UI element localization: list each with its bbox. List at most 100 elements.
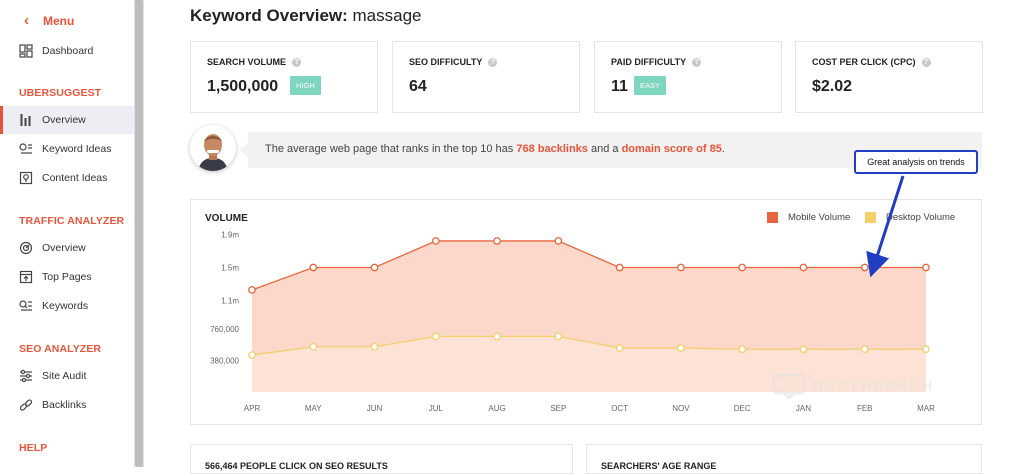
keywords-icon bbox=[18, 298, 34, 314]
y-tick-label: 1.9m bbox=[221, 230, 239, 239]
y-tick-label: 1.5m bbox=[221, 264, 239, 273]
metric-value: 11 bbox=[611, 78, 628, 95]
sidebar-item-backlinks[interactable]: Backlinks bbox=[0, 391, 134, 419]
data-point bbox=[309, 342, 318, 351]
menu-label: Menu bbox=[43, 14, 75, 28]
content-ideas-icon bbox=[18, 170, 34, 186]
metric-label: COST PER CLICK (CPC) bbox=[812, 57, 916, 67]
domain-score-highlight: domain score of 85 bbox=[621, 143, 722, 155]
metric-card-search-volume: SEARCH VOLUME? 1,500,000 HIGH bbox=[190, 41, 378, 113]
sidebar-item-content-ideas[interactable]: Content Ideas bbox=[0, 164, 134, 192]
help-icon[interactable]: ? bbox=[692, 57, 702, 67]
data-point bbox=[248, 286, 256, 294]
x-tick-label: JUN bbox=[367, 404, 383, 413]
gauge-icon bbox=[18, 240, 34, 256]
series-area-desktop bbox=[252, 336, 926, 392]
series-line-mobile bbox=[251, 240, 926, 291]
series-line-desktop bbox=[251, 335, 926, 356]
sidebar-item-label: Overview bbox=[42, 242, 86, 254]
chart-title: VOLUME bbox=[205, 213, 248, 224]
chart-icon bbox=[18, 112, 34, 128]
help-icon[interactable]: ? bbox=[921, 57, 931, 67]
sidebar-item-label: Keyword Ideas bbox=[42, 143, 112, 155]
data-point bbox=[248, 351, 256, 359]
sidebar-item-label: Site Audit bbox=[42, 370, 87, 382]
data-point bbox=[615, 263, 624, 272]
data-point bbox=[677, 344, 685, 352]
site-audit-icon bbox=[18, 368, 34, 384]
insight-text: The average web page that ranks in the t… bbox=[265, 143, 725, 155]
avatar bbox=[190, 125, 236, 171]
volume-chart-card: VOLUME Mobile Volume Desktop Volume 1.9m… bbox=[190, 199, 982, 425]
data-point bbox=[799, 345, 808, 354]
sidebar-item-label: Content Ideas bbox=[42, 172, 108, 184]
metric-card-seo-difficulty: SEO DIFFICULTY? 64 bbox=[392, 41, 580, 113]
x-tick-label: AUG bbox=[488, 404, 505, 413]
x-tick-label: DEC bbox=[734, 404, 751, 413]
legend-swatch-mobile bbox=[767, 212, 778, 223]
seo-clicks-card: 566,464 PEOPLE CLICK ON SEO RESULTS bbox=[190, 444, 573, 474]
sidebar-item-site-audit[interactable]: Site Audit bbox=[0, 362, 134, 390]
metric-value: 64 bbox=[409, 78, 427, 95]
help-icon[interactable]: ? bbox=[488, 57, 498, 67]
section-heading-seo-analyzer: SEO ANALYZER bbox=[19, 343, 102, 355]
help-icon[interactable]: ? bbox=[292, 57, 302, 67]
chevron-left-icon: ‹ bbox=[24, 12, 29, 29]
data-point bbox=[309, 263, 318, 272]
data-point bbox=[431, 332, 440, 341]
data-point bbox=[799, 263, 808, 272]
data-point bbox=[615, 344, 624, 352]
card-title: 566,464 PEOPLE CLICK ON SEO RESULTS bbox=[205, 461, 388, 471]
data-point bbox=[370, 263, 379, 272]
page-title-keyword: massage bbox=[352, 6, 422, 25]
sidebar-item-keyword-ideas[interactable]: Keyword Ideas bbox=[0, 135, 134, 163]
legend-item-mobile[interactable]: Mobile Volume bbox=[767, 212, 850, 223]
sidebar-item-label: Keywords bbox=[42, 300, 89, 312]
card-title: SEARCHERS' AGE RANGE bbox=[601, 461, 717, 471]
metric-label: PAID DIFFICULTY bbox=[611, 57, 687, 67]
data-point bbox=[922, 263, 930, 272]
metric-value: $2.02 bbox=[812, 78, 853, 95]
sidebar: ‹ Menu Dashboard UBERSUGGEST Overview Ke… bbox=[0, 0, 134, 467]
y-tick-label: 1.1m bbox=[221, 297, 239, 306]
data-point bbox=[677, 263, 685, 272]
data-point bbox=[554, 332, 563, 341]
y-tick-label: 380,000 bbox=[210, 356, 239, 365]
data-point bbox=[922, 345, 930, 354]
status-badge: HIGH bbox=[290, 76, 321, 95]
x-tick-label: SEP bbox=[550, 404, 566, 413]
annotation-arrow bbox=[866, 175, 905, 278]
menu-back-button[interactable]: ‹ Menu bbox=[24, 12, 75, 29]
sidebar-item-traffic-overview[interactable]: Overview bbox=[0, 234, 134, 262]
section-heading-help: HELP bbox=[19, 442, 48, 454]
watermark-text: ПАРТНЕРКИН bbox=[812, 377, 935, 395]
x-tick-label: JAN bbox=[796, 404, 811, 413]
x-tick-label: JUL bbox=[429, 404, 444, 413]
metric-label: SEARCH VOLUME bbox=[207, 57, 287, 67]
x-tick-label: MAY bbox=[305, 404, 322, 413]
link-icon bbox=[18, 397, 34, 413]
sidebar-item-label: Dashboard bbox=[42, 45, 94, 57]
data-point bbox=[493, 332, 501, 341]
scrollbar-thumb[interactable] bbox=[135, 0, 143, 467]
page-title-prefix: Keyword Overview: bbox=[190, 6, 348, 25]
x-tick-label: OCT bbox=[611, 404, 628, 413]
age-range-card: SEARCHERS' AGE RANGE bbox=[586, 444, 982, 474]
data-point bbox=[738, 263, 747, 272]
sidebar-item-dashboard[interactable]: Dashboard bbox=[0, 37, 134, 65]
legend-item-desktop[interactable]: Desktop Volume bbox=[865, 212, 955, 223]
data-point bbox=[431, 237, 440, 245]
section-heading-traffic-analyzer: TRAFFIC ANALYZER bbox=[19, 215, 125, 227]
sidebar-item-top-pages[interactable]: Top Pages bbox=[0, 263, 134, 291]
keyword-ideas-icon bbox=[18, 141, 34, 157]
metric-card-paid-difficulty: PAID DIFFICULTY? 11 EASY bbox=[594, 41, 782, 113]
sidebar-item-keywords[interactable]: Keywords bbox=[0, 292, 134, 320]
backlinks-highlight: 768 backlinks bbox=[516, 143, 588, 155]
sidebar-scrollbar[interactable] bbox=[134, 0, 144, 467]
sidebar-item-overview[interactable]: Overview bbox=[0, 106, 134, 134]
annotation-callout: Great analysis on trends bbox=[854, 150, 978, 174]
metric-value: 1,500,000 bbox=[207, 78, 279, 95]
x-tick-label: NOV bbox=[672, 404, 690, 413]
metric-label: SEO DIFFICULTY bbox=[409, 57, 483, 67]
volume-chart: 1.9m 1.5m 1.1m 760,000 380,000 APR MAY JUN JUL AU… bbox=[210, 230, 935, 413]
